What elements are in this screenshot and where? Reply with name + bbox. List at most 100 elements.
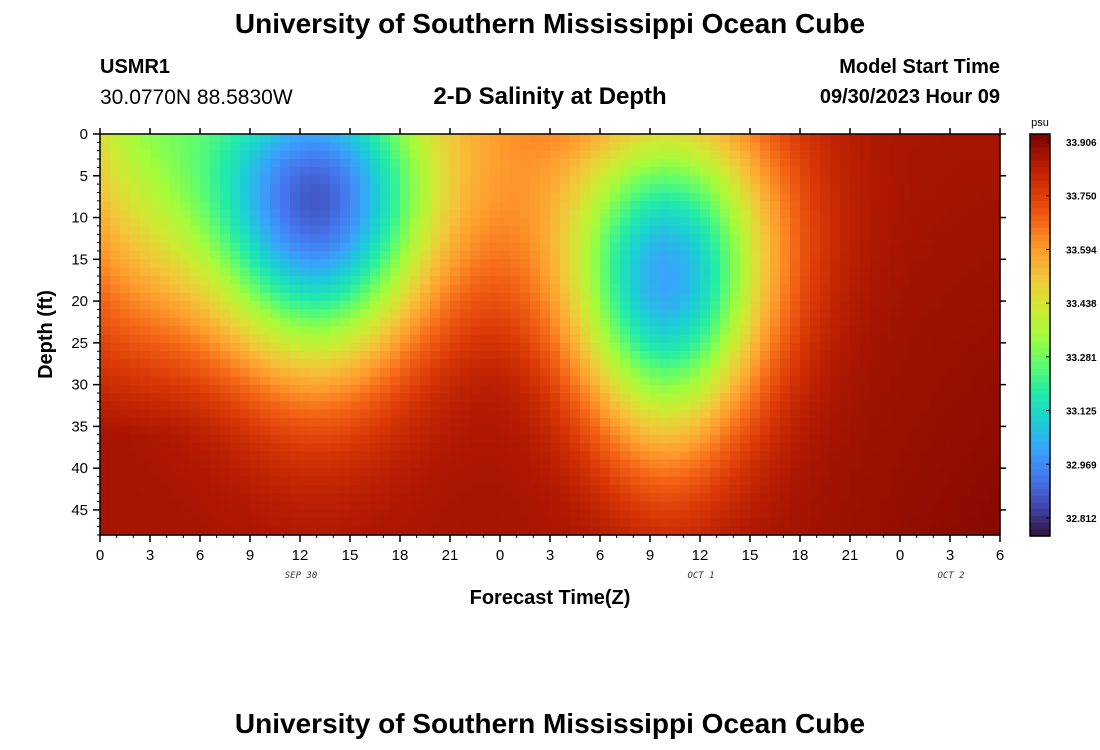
heatmap-cell bbox=[460, 225, 471, 235]
heatmap-cell bbox=[160, 526, 171, 536]
heatmap-cell bbox=[710, 518, 721, 528]
heatmap-cell bbox=[390, 351, 401, 361]
heatmap-cell bbox=[470, 167, 481, 177]
heatmap-cell bbox=[140, 200, 151, 210]
heatmap-cell bbox=[970, 351, 981, 361]
heatmap-cell bbox=[730, 200, 741, 210]
heatmap-cell bbox=[370, 292, 381, 302]
heatmap-cell bbox=[820, 159, 831, 169]
heatmap-cell bbox=[210, 175, 221, 185]
heatmap-cell bbox=[730, 234, 741, 244]
heatmap-cell bbox=[160, 150, 171, 160]
heatmap-cell bbox=[460, 459, 471, 469]
heatmap-cell bbox=[670, 209, 681, 219]
heatmap-cell bbox=[880, 509, 891, 519]
heatmap-cell bbox=[980, 518, 991, 528]
heatmap-cell bbox=[840, 326, 851, 336]
heatmap-cell bbox=[820, 401, 831, 411]
heatmap-cell bbox=[820, 234, 831, 244]
heatmap-cell bbox=[440, 342, 451, 352]
heatmap-cell bbox=[480, 476, 491, 486]
heatmap-cell bbox=[730, 142, 741, 152]
heatmap-cell bbox=[400, 142, 411, 152]
heatmap-cell bbox=[670, 342, 681, 352]
heatmap-cell bbox=[530, 443, 541, 453]
heatmap-cell bbox=[640, 468, 651, 478]
heatmap-cell bbox=[630, 334, 641, 344]
heatmap-cell bbox=[240, 301, 251, 311]
heatmap-cell bbox=[740, 301, 751, 311]
heatmap-cell bbox=[440, 217, 451, 227]
heatmap-cell bbox=[810, 518, 821, 528]
heatmap-cell bbox=[640, 484, 651, 494]
heatmap-cell bbox=[370, 276, 381, 285]
heatmap-cell bbox=[740, 493, 751, 503]
heatmap-cell bbox=[240, 184, 251, 194]
heatmap-cell bbox=[140, 434, 151, 444]
heatmap-cell bbox=[660, 276, 671, 285]
heatmap-cell bbox=[950, 175, 961, 185]
heatmap-cell bbox=[950, 134, 961, 143]
heatmap-cell bbox=[890, 134, 901, 143]
heatmap-cell bbox=[810, 200, 821, 210]
heatmap-cell bbox=[260, 359, 271, 369]
heatmap-cell bbox=[490, 175, 501, 185]
heatmap-cell bbox=[240, 242, 251, 252]
heatmap-cell bbox=[890, 159, 901, 169]
heatmap-cell bbox=[520, 276, 531, 285]
heatmap-cell bbox=[310, 175, 321, 185]
heatmap-cell bbox=[620, 326, 631, 336]
heatmap-cell bbox=[330, 426, 341, 436]
heatmap-cell bbox=[950, 501, 961, 511]
heatmap-cell bbox=[520, 359, 531, 369]
model-start-label: Model Start Time bbox=[839, 56, 1000, 78]
heatmap-cell bbox=[780, 234, 791, 244]
colorbar-segment bbox=[1030, 194, 1050, 202]
heatmap-cell bbox=[910, 159, 921, 169]
heatmap-cell bbox=[740, 175, 751, 185]
heatmap-cell bbox=[990, 192, 1001, 202]
heatmap-cell bbox=[280, 309, 291, 319]
heatmap-cell bbox=[710, 376, 721, 386]
heatmap-cell bbox=[810, 142, 821, 152]
heatmap-cell bbox=[520, 526, 531, 536]
heatmap-cell bbox=[330, 459, 341, 469]
heatmap-cell bbox=[920, 451, 931, 461]
heatmap-cell bbox=[730, 518, 741, 528]
heatmap-cell bbox=[820, 134, 831, 143]
heatmap-cell bbox=[590, 184, 601, 194]
heatmap-cell bbox=[370, 134, 381, 143]
heatmap-cell bbox=[290, 292, 301, 302]
heatmap-cell bbox=[930, 451, 941, 461]
heatmap-cell bbox=[360, 192, 371, 202]
heatmap-cell bbox=[940, 392, 951, 402]
heatmap-cell bbox=[850, 468, 861, 478]
heatmap-cell bbox=[220, 167, 231, 177]
heatmap-cell bbox=[700, 384, 711, 394]
heatmap-cell bbox=[640, 493, 651, 503]
heatmap-cell bbox=[860, 309, 871, 319]
heatmap-cell bbox=[580, 342, 591, 352]
colorbar-segment bbox=[1030, 529, 1050, 537]
heatmap-cell bbox=[420, 217, 431, 227]
heatmap-cell bbox=[900, 184, 911, 194]
heatmap-cell bbox=[450, 276, 461, 285]
colorbar-tick-label: 32.969 bbox=[1066, 460, 1097, 471]
heatmap-cell bbox=[770, 476, 781, 486]
heatmap-cell bbox=[340, 342, 351, 352]
heatmap-cell bbox=[590, 209, 601, 219]
heatmap-cell bbox=[530, 175, 541, 185]
heatmap-cell bbox=[100, 242, 111, 252]
heatmap-cell bbox=[110, 392, 121, 402]
heatmap-cell bbox=[140, 234, 151, 244]
heatmap-cell bbox=[800, 401, 811, 411]
heatmap-cell bbox=[700, 501, 711, 511]
heatmap-cell bbox=[360, 501, 371, 511]
heatmap-cell bbox=[660, 501, 671, 511]
heatmap-cell bbox=[760, 167, 771, 177]
heatmap-cell bbox=[730, 359, 741, 369]
heatmap-cell bbox=[650, 167, 661, 177]
heatmap-cell bbox=[260, 451, 271, 461]
heatmap-cell bbox=[490, 309, 501, 319]
heatmap-cell bbox=[470, 367, 481, 377]
